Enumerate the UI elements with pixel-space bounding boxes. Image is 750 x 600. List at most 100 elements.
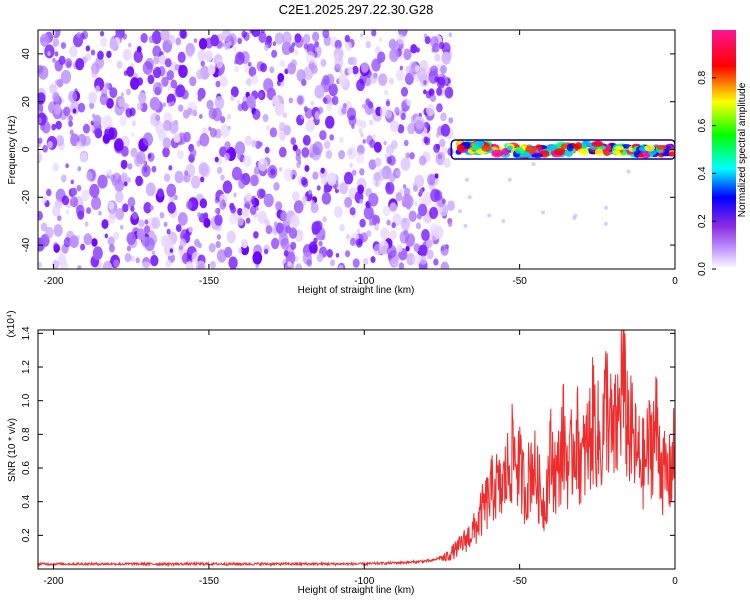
heatmap-cell	[216, 40, 223, 49]
signal-band-cell	[514, 146, 524, 154]
heatmap-cell	[56, 135, 65, 147]
heatmap-cell	[210, 260, 216, 269]
heatmap-cell	[142, 61, 153, 75]
heatmap-cell	[199, 133, 210, 147]
heatmap-cell	[321, 191, 332, 205]
heatmap-cell	[275, 222, 284, 234]
heatmap-cell	[272, 41, 277, 47]
colorbar-gradient	[712, 30, 736, 269]
heatmap-cell	[127, 196, 136, 208]
heatmap-cell	[115, 191, 124, 203]
heatmap-cell	[373, 171, 381, 182]
heatmap-cell	[373, 243, 383, 256]
heatmap-cell	[417, 203, 428, 217]
heatmap-cell	[151, 30, 162, 45]
heatmap-cell	[77, 102, 86, 113]
heatmap-cell	[368, 192, 379, 207]
heatmap-cell	[138, 219, 145, 228]
heatmap-cell	[178, 64, 188, 78]
heatmap-cell	[98, 210, 102, 216]
spectrogram-ytick-label: 0	[21, 146, 32, 152]
heatmap-cell	[167, 34, 176, 45]
heatmap-cell	[404, 98, 408, 103]
heatmap-cell	[254, 109, 260, 118]
heatmap-cell	[144, 219, 149, 225]
heatmap-cell	[63, 237, 72, 248]
heatmap-cell	[65, 163, 69, 169]
heatmap-cell	[54, 51, 59, 57]
heatmap-cell	[374, 157, 382, 167]
heatmap-cell	[345, 233, 350, 240]
heatmap-cell	[65, 209, 70, 215]
heatmap-cell	[106, 50, 112, 59]
heatmap-cell	[440, 123, 451, 137]
heatmap-cell	[216, 249, 227, 263]
heatmap-cell	[124, 253, 132, 263]
heatmap-cell	[273, 182, 280, 191]
heatmap-cell	[314, 84, 325, 99]
heatmap-cell	[45, 226, 54, 239]
heatmap-cell	[414, 174, 425, 189]
heatmap-cell	[129, 255, 135, 263]
heatmap-cell	[338, 73, 348, 87]
heatmap-cell	[397, 34, 405, 45]
heatmap-cell	[249, 206, 257, 215]
heatmap-cell	[310, 202, 319, 214]
heatmap-cell	[206, 99, 214, 110]
heatmap-cell	[344, 34, 351, 43]
heatmap-cell	[396, 244, 403, 253]
heatmap-cell	[102, 115, 113, 130]
heatmap-cell	[120, 159, 128, 170]
heatmap-cell	[425, 104, 435, 117]
heatmap-cell	[108, 201, 115, 211]
heatmap-cell	[297, 95, 304, 105]
heatmap-cell	[399, 65, 404, 71]
heatmap-cell	[47, 140, 53, 149]
colorbar-ticks: 0.0 0.2 0.4 0.6 0.8	[697, 70, 716, 276]
heatmap-cell	[339, 224, 345, 232]
heatmap-cell	[187, 102, 198, 117]
heatmap-cell	[419, 255, 427, 265]
heatmap-cell	[305, 51, 316, 64]
heatmap-cell	[436, 87, 443, 96]
heatmap-cell	[427, 132, 432, 138]
heatmap-cell	[111, 177, 118, 187]
heatmap-cell	[77, 265, 82, 269]
heatmap-cell	[171, 101, 175, 106]
heatmap-cell	[188, 226, 193, 233]
heatmap-cell	[274, 32, 284, 45]
heatmap-cell	[426, 249, 434, 260]
heatmap-cell	[81, 30, 89, 40]
heatmap-cell	[260, 63, 266, 70]
colorbar: 0.0 0.2 0.4 0.6 0.8 Normalized spectral ampl…	[697, 30, 748, 276]
heatmap-cell	[247, 61, 252, 67]
heatmap-cell	[155, 114, 161, 122]
heatmap-cell	[487, 213, 492, 218]
snr-line-layer	[38, 330, 675, 568]
heatmap-cell	[162, 147, 170, 158]
heatmap-cell	[436, 76, 446, 89]
heatmap-cell	[434, 53, 441, 62]
heatmap-cell	[89, 101, 95, 110]
heatmap-cell	[326, 102, 333, 111]
heatmap-cell	[417, 67, 428, 82]
heatmap-cell	[60, 42, 67, 50]
heatmap-cell	[435, 151, 446, 166]
heatmap-cell	[339, 182, 349, 195]
heatmap-cell	[419, 188, 424, 195]
heatmap-cell	[107, 214, 115, 224]
heatmap-cell	[136, 151, 146, 165]
heatmap-cell	[251, 30, 261, 38]
heatmap-cell	[280, 237, 290, 250]
signal-band-cell	[501, 147, 510, 156]
snr-ytick-label: 0.4	[21, 494, 32, 508]
heatmap-cell	[238, 247, 243, 254]
heatmap-cell	[82, 123, 91, 134]
heatmap-cell	[371, 30, 377, 37]
heatmap-cell	[467, 195, 472, 200]
heatmap-cell	[220, 174, 225, 181]
heatmap-cell	[127, 42, 132, 48]
spectrogram-ytick-label: 40	[21, 48, 32, 60]
heatmap-cell	[163, 173, 171, 182]
heatmap-cell	[166, 70, 174, 81]
